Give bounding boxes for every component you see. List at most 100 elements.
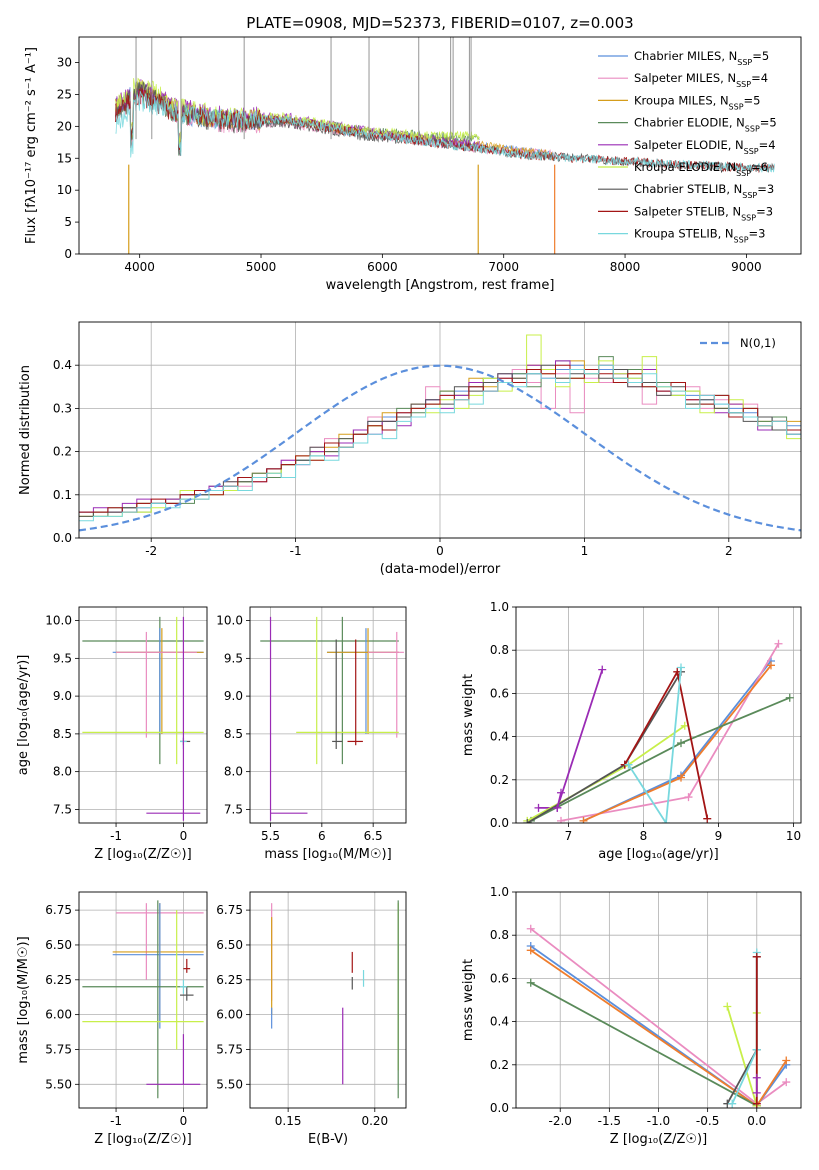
legend-subscript: SSP [737, 58, 752, 67]
x-tick-label: 6.5 [364, 829, 383, 843]
y-tick-label: 0.6 [490, 686, 509, 700]
x-tick-label: 4000 [124, 260, 155, 274]
spectrum-panel: 4000 5000 6000 7000 8000 9000 0 5 10 15 20 25 30 wave… [24, 36, 802, 293]
y-tick-label: 6.25 [45, 973, 72, 987]
x-axis-label: wavelength [Angstrom, rest frame] [326, 278, 555, 293]
weight-point-marker [677, 739, 685, 748]
weight-point-marker [752, 1073, 761, 1082]
weight-point-marker [553, 803, 562, 812]
weight-point-marker [728, 1099, 737, 1108]
y-tick-label: 25 [57, 87, 72, 101]
z-weight-panel: -2.0 -1.5 -1.0 -0.5 0.0 0.0 0.2 0.4 0.6 0.8 1.0 Z [… [461, 885, 802, 1147]
y-axis-label: Flux [fλ10⁻¹⁷ erg cm⁻² s⁻¹ A⁻¹] [24, 47, 39, 244]
histogram-step [79, 356, 801, 517]
y-tick-label: 6.00 [45, 1008, 72, 1022]
axes-frame [78, 891, 208, 1109]
weight-point-marker [526, 946, 535, 955]
weight-line [731, 952, 758, 1105]
y-tick-label: 0.2 [490, 773, 509, 787]
y-tick-label: 15 [57, 151, 72, 165]
y-tick-label: 0.2 [53, 445, 72, 459]
plot-area [526, 924, 791, 1108]
y-tick-label: 6.50 [45, 938, 72, 952]
weight-point-marker [752, 1099, 761, 1108]
y-tick-label: 8.5 [224, 727, 243, 741]
weight-point-marker [523, 819, 532, 823]
x-tick-label: 8000 [610, 260, 641, 274]
y-tick-label: 10.0 [45, 614, 72, 628]
x-tick-label: 0.0 [747, 1114, 766, 1128]
legend-label: Kroupa MILES, NSSP=5 [634, 93, 760, 111]
legend-subscript: SSP [736, 169, 751, 178]
histogram-step [79, 360, 801, 517]
x-tick-label: -1.5 [598, 1114, 621, 1128]
legend-label: Salpeter STELIB, NSSP=3 [634, 204, 773, 222]
y-tick-label: 0.0 [490, 1101, 509, 1115]
legend-value: =6 [751, 160, 768, 174]
x-tick-label: 5000 [246, 260, 277, 274]
x-axis-label: Z [log₁₀(Z/Z☉)] [94, 1132, 191, 1147]
x-tick-label: -1 [290, 544, 302, 558]
weight-line [530, 981, 758, 1107]
weight-point-marker [767, 661, 775, 670]
weight-point-marker [752, 952, 761, 961]
y-tick-label: 7.5 [224, 802, 243, 816]
weight-point-marker [526, 924, 535, 933]
figure-title: PLATE=0908, MJD=52373, FIBERID=0107, z=0… [246, 14, 633, 32]
weight-point-marker [723, 1002, 732, 1011]
y-tick-label: 5 [64, 215, 72, 229]
legend-label: Kroupa ELODIE, NSSP=6 [634, 160, 768, 178]
legend-value: =4 [759, 138, 776, 152]
legend-label: N(0,1) [740, 336, 776, 350]
x-tick-label: 6000 [367, 260, 398, 274]
y-tick-label: 5.75 [45, 1042, 72, 1056]
age-weight-panel: 7 8 9 10 0.0 0.2 0.4 0.6 0.8 1.0 age [log₁₀(age/yr… [461, 600, 802, 862]
weight-point-marker [774, 639, 783, 648]
legend-subscript: SSP [742, 191, 757, 200]
x-axis-label: (data-model)/error [380, 562, 501, 577]
x-tick-label: 5.5 [261, 829, 280, 843]
weight-line [583, 660, 772, 822]
y-tick-label: 0.3 [53, 401, 72, 415]
legend-value: =3 [757, 182, 774, 196]
plot-area [79, 334, 801, 532]
weight-point-marker [782, 1056, 791, 1065]
x-tick-label: 1 [581, 544, 589, 558]
y-tick-label: 0.4 [53, 358, 72, 372]
legend-label: Chabrier ELODIE, NSSP=5 [634, 116, 777, 134]
weight-point-marker [782, 1078, 791, 1087]
legend-value: =5 [744, 93, 761, 107]
weight-point-marker [677, 773, 685, 782]
y-tick-label: 8.0 [53, 765, 72, 779]
legend-label: Chabrier MILES, NSSP=5 [634, 49, 769, 67]
axes-frame [78, 36, 802, 255]
y-tick-label: 0.1 [53, 488, 72, 502]
y-tick-label: 0.4 [490, 730, 509, 744]
legend-label: Chabrier STELIB, NSSP=3 [634, 182, 774, 200]
weight-point-marker [534, 803, 543, 812]
x-tick-label: 6 [318, 829, 326, 843]
legend-label: Salpeter ELODIE, NSSP=4 [634, 138, 776, 156]
weight-line [627, 667, 682, 823]
y-tick-label: 0.2 [490, 1058, 509, 1072]
y-tick-label: 9.5 [53, 651, 72, 665]
x-tick-label: 2 [725, 544, 733, 558]
weight-point-marker [752, 1088, 761, 1097]
weight-point-marker [703, 814, 712, 823]
legend-value: =3 [756, 204, 773, 218]
x-axis-label: age [log₁₀(age/yr)] [598, 847, 719, 862]
histogram-step [79, 360, 801, 513]
axes-frame [249, 606, 407, 824]
weight-point-marker [598, 665, 607, 674]
z-age-panel: -1 0 7.5 8.0 8.5 9.0 9.5 10.0 Z [log₁₀(Z/Z☉)] age… [16, 606, 208, 862]
x-tick-label: 0.20 [361, 1114, 388, 1128]
residuals-panel: -2 -1 0 1 2 0.0 0.1 0.2 0.3 0.4 (data-model)/error… [18, 321, 802, 577]
legend-label: Kroupa STELIB, NSSP=3 [634, 227, 765, 245]
axes-frame [515, 891, 802, 1109]
legend-value: =3 [749, 227, 766, 241]
normal-reference-curve [79, 364, 801, 532]
legend-subscript: SSP [744, 146, 759, 155]
y-tick-label: 5.50 [216, 1077, 243, 1091]
y-tick-label: 1.0 [490, 885, 509, 899]
